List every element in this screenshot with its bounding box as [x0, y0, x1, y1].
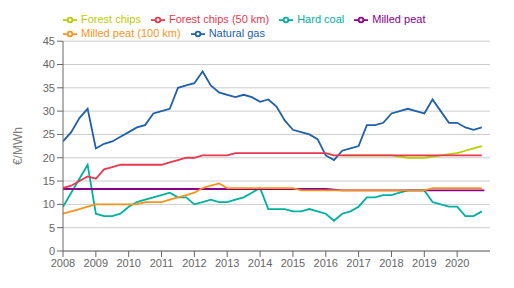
svg-text:20: 20: [43, 152, 55, 164]
svg-text:2012: 2012: [182, 257, 206, 269]
svg-text:25: 25: [43, 128, 55, 140]
svg-text:€/MWh: €/MWh: [11, 127, 25, 165]
svg-text:2008: 2008: [51, 257, 75, 269]
html-text:Milled peat (100 km): Milled peat (100 km): [81, 27, 181, 40]
svg-text:10: 10: [43, 198, 55, 210]
html-text:Hard coal: Hard coal: [297, 13, 345, 25]
svg-text:2010: 2010: [116, 257, 140, 269]
svg-text:2018: 2018: [379, 257, 403, 269]
svg-text:0: 0: [49, 245, 55, 257]
html-text:Natural gas: Natural gas: [208, 27, 265, 40]
svg-text:2015: 2015: [281, 257, 305, 269]
html-text:Milled peat: Milled peat: [372, 13, 426, 25]
svg-text:15: 15: [43, 175, 55, 187]
svg-text:2014: 2014: [248, 257, 272, 269]
html-text:Forest chips: Forest chips: [81, 13, 141, 25]
svg-text:2017: 2017: [346, 257, 370, 269]
svg-text:30: 30: [43, 105, 55, 117]
svg-text:2013: 2013: [215, 257, 239, 269]
html-text:Forest chips (50 km): Forest chips (50 km): [168, 13, 270, 25]
svg-text:2020: 2020: [445, 257, 469, 269]
svg-text:2011: 2011: [150, 257, 174, 269]
svg-text:2019: 2019: [412, 257, 436, 269]
svg-text:40: 40: [43, 58, 55, 70]
svg-text:45: 45: [43, 35, 55, 47]
svg-text:2016: 2016: [314, 257, 338, 269]
svg-text:35: 35: [43, 82, 55, 94]
svg-text:2009: 2009: [84, 257, 108, 269]
svg-text:5: 5: [49, 222, 55, 234]
